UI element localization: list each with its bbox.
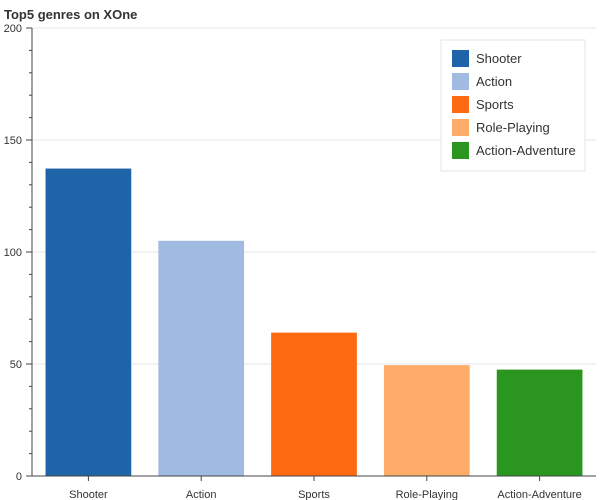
bar-role-playing — [383, 365, 470, 476]
y-tick-label: 150 — [4, 135, 22, 147]
y-tick-label: 200 — [4, 23, 22, 35]
legend-swatch — [452, 50, 469, 67]
bar-action-adventure — [496, 369, 583, 476]
legend-label: Action-Adventure — [476, 143, 576, 158]
legend-label: Action — [476, 74, 512, 89]
legend-swatch — [452, 73, 469, 90]
axes: 0 50 100 150 200 Shooter Action Sports Role-Play… — [4, 23, 596, 500]
x-tick-label: Action-Adventure — [497, 489, 581, 500]
legend-label: Sports — [476, 97, 514, 112]
legend: Shooter Action Sports Role-Playing Action-Ad… — [440, 39, 586, 172]
legend-label: Shooter — [476, 51, 522, 66]
legend-label: Role-Playing — [476, 120, 550, 135]
bar-shooter — [45, 168, 132, 476]
x-tick-label: Shooter — [69, 489, 108, 500]
y-tick-label: 100 — [4, 247, 22, 259]
chart-title: Top5 genres on XOne — [4, 7, 137, 22]
legend-swatch — [452, 119, 469, 136]
x-tick-label: Role-Playing — [396, 489, 458, 500]
y-tick-label: 50 — [10, 359, 22, 371]
x-tick-label: Action — [186, 489, 217, 500]
bars — [45, 168, 583, 476]
x-tick-label: Sports — [298, 489, 330, 500]
bar-action — [158, 240, 245, 476]
bar-sports — [271, 332, 357, 476]
y-tick-label: 0 — [16, 471, 22, 483]
legend-swatch — [452, 96, 469, 113]
legend-swatch — [452, 142, 469, 159]
